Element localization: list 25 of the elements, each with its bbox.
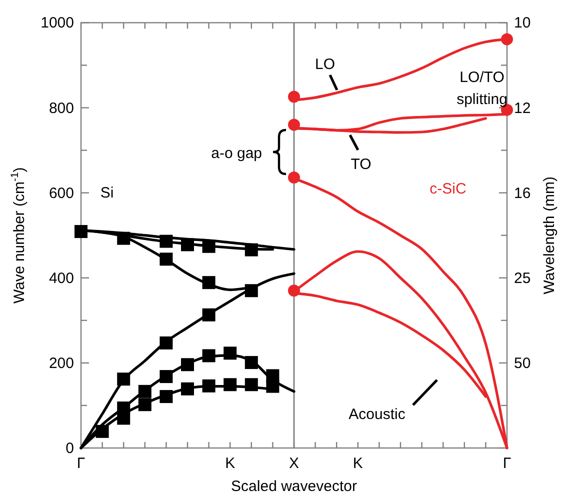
y-tick-label: 400 (48, 270, 74, 287)
x-tick-label: Γ (502, 455, 512, 472)
text: 10 (514, 14, 531, 32)
annotation: TO (350, 156, 372, 173)
text: 50 (514, 354, 531, 372)
text: c-SiC (430, 180, 466, 198)
annotation: LO (314, 56, 336, 73)
text: 12 (514, 100, 531, 117)
x-tick-label: K (352, 455, 363, 472)
y-tick-label: 800 (48, 100, 74, 117)
x-tick-label: X (288, 455, 300, 472)
y-tick-label: 600 (48, 184, 74, 202)
x-tick-label: K (225, 455, 236, 472)
y-tick-label: 0 (66, 440, 74, 457)
annotation: LO/TO splitting (456, 69, 508, 108)
y-tick-label: 200 (48, 354, 74, 372)
series-label: Si (100, 184, 114, 202)
annotation: a-o gap (211, 145, 262, 162)
x-tick-label: Γ (76, 455, 86, 472)
x-axis-title: Scaled wavevector (231, 478, 357, 495)
y2-axis-title: Wavelength (mm) (541, 176, 558, 294)
annotation: Acoustic (348, 406, 406, 423)
text: 16 (514, 184, 531, 202)
y-tick-label: 1000 (40, 14, 74, 32)
text: 25 (514, 270, 531, 287)
